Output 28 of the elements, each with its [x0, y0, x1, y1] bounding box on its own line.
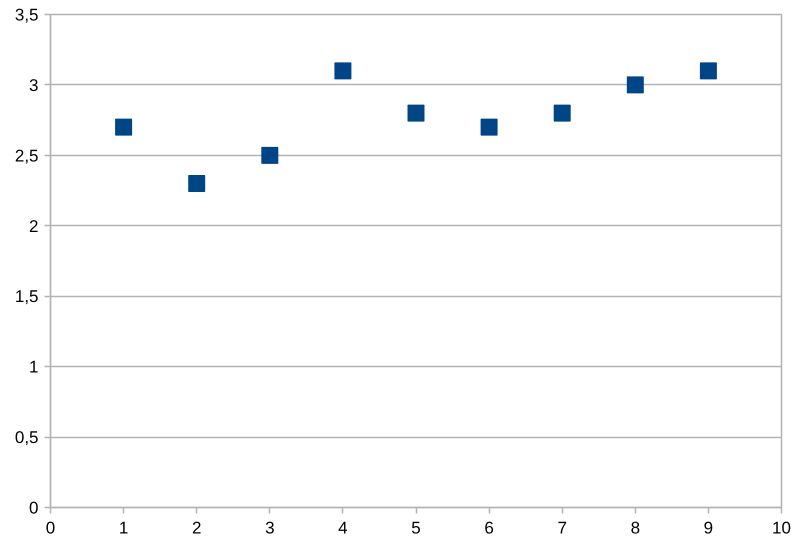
point [115, 118, 132, 136]
x-tick-label: 9 [704, 518, 714, 538]
point [188, 175, 206, 192]
x-tick-label: 10 [772, 518, 791, 538]
y-tick-label: 1,5 [14, 287, 39, 306]
y-tick-label: 0 [29, 498, 39, 518]
point [334, 62, 352, 80]
x-tick-label: 7 [557, 518, 567, 538]
y-tick-label: 2,5 [14, 146, 39, 166]
point [408, 104, 424, 122]
x-tick-label: 1 [118, 518, 128, 538]
x-tick-label: 0 [46, 518, 56, 538]
point [700, 62, 717, 80]
x-tick-label: 3 [265, 518, 275, 538]
y-tick-label: 3,5 [14, 6, 39, 24]
point [261, 146, 278, 164]
point [554, 104, 571, 122]
x-tick-label: 5 [411, 518, 421, 538]
y-tick-label: 0,5 [14, 428, 39, 448]
point [626, 76, 644, 94]
point [480, 118, 498, 136]
x-tick-label: 8 [630, 518, 640, 538]
x-tick-label: 4 [338, 518, 348, 538]
y-tick-label: 1 [29, 358, 39, 377]
x-tick-label: 6 [484, 518, 494, 538]
y-tick-label: 2 [29, 216, 39, 236]
x-tick-label: 2 [192, 518, 202, 538]
y-tick-label: 3 [29, 76, 39, 95]
